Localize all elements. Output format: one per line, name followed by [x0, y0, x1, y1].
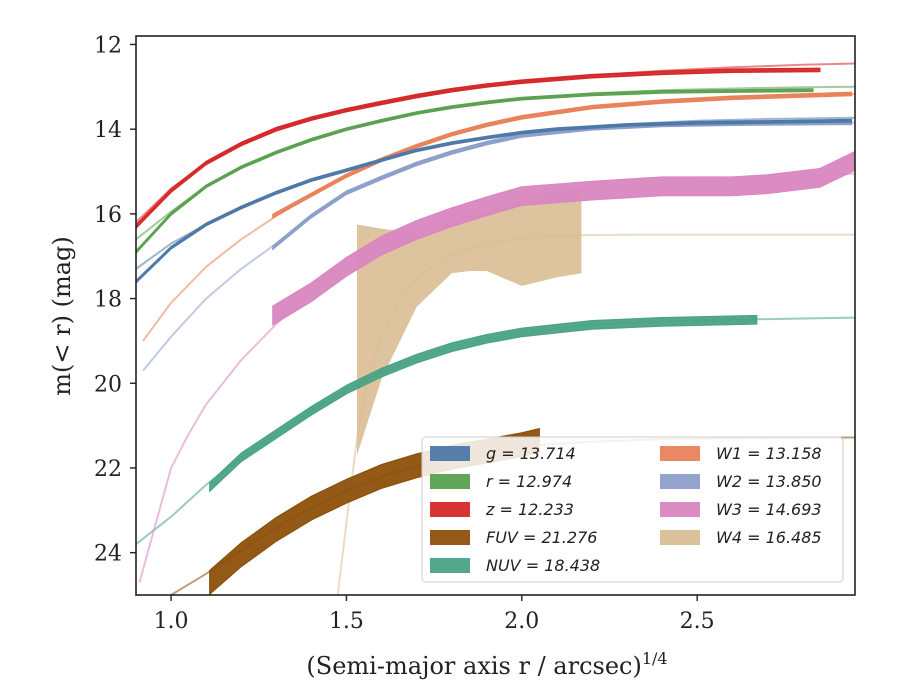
legend-label-w4: W4 = 16.485 [716, 528, 822, 547]
g-model-line [136, 116, 855, 270]
z-model-line [136, 62, 855, 224]
legend-label-z: z = 12.233 [485, 500, 574, 519]
w2-data-band [272, 120, 853, 251]
y-tick-label: 18 [94, 288, 122, 313]
series-layer [136, 62, 855, 595]
nuv-data-band [209, 314, 758, 493]
legend-label-w1: W1 = 13.158 [716, 444, 822, 463]
legend-swatch-g [430, 446, 470, 461]
y-tick-label: 16 [94, 203, 122, 228]
w1-model-line [142, 93, 855, 342]
w3-data-band [272, 150, 855, 326]
plot-frame [135, 35, 856, 596]
w4-model-line [336, 233, 855, 595]
nuv-model-line [136, 316, 855, 545]
y-tick-label: 20 [94, 372, 122, 397]
legend-label-g: g = 13.714 [486, 444, 576, 463]
legend-swatch-fuv [430, 530, 470, 545]
legend-swatch-nuv [430, 558, 470, 573]
y-axis-ticks: 12 14 16 18 20 22 24 [94, 33, 136, 567]
y-tick-label: 12 [94, 33, 122, 58]
legend-swatch-w4 [660, 530, 700, 545]
x-tick-label: 2.0 [504, 609, 539, 634]
legend-swatch-r [430, 474, 470, 489]
legend-label-nuv: NUV = 18.438 [486, 556, 600, 575]
x-axis-ticks: 1.0 1.5 2.0 2.5 [154, 595, 715, 634]
y-tick-label: 24 [94, 542, 122, 567]
z-data-band [136, 67, 821, 230]
x-tick-label: 1.0 [154, 609, 189, 634]
legend-box [421, 436, 844, 583]
x-tick-label: 2.5 [680, 609, 715, 634]
x-axis-label: (Semi-major axis r / arcsec)1/4 [306, 649, 667, 680]
w3-model-line [138, 172, 855, 583]
legend-label-fuv: FUV = 21.276 [486, 528, 597, 547]
legend-swatch-w1 [660, 446, 700, 461]
y-tick-label: 14 [94, 118, 122, 143]
r-data-band [136, 88, 814, 255]
y-tick-label: 22 [94, 457, 122, 482]
legend-label-w2: W2 = 13.850 [716, 472, 822, 491]
r-model-line [136, 85, 855, 241]
legend-label-r: r = 12.974 [486, 472, 572, 491]
legend-label-w3: W3 = 14.693 [716, 500, 822, 519]
legend-swatch-w3 [660, 502, 700, 517]
legend-swatch-w2 [660, 474, 700, 489]
legend: g = 13.714 r = 12.974 z = 12.233 FUV = 21.2… [421, 436, 844, 583]
x-tick-label: 1.5 [329, 609, 364, 634]
w4-uncertainty-band [357, 188, 582, 456]
legend-swatch-z [430, 502, 470, 517]
y-axis-label: m(< r) (mag) [48, 236, 76, 395]
